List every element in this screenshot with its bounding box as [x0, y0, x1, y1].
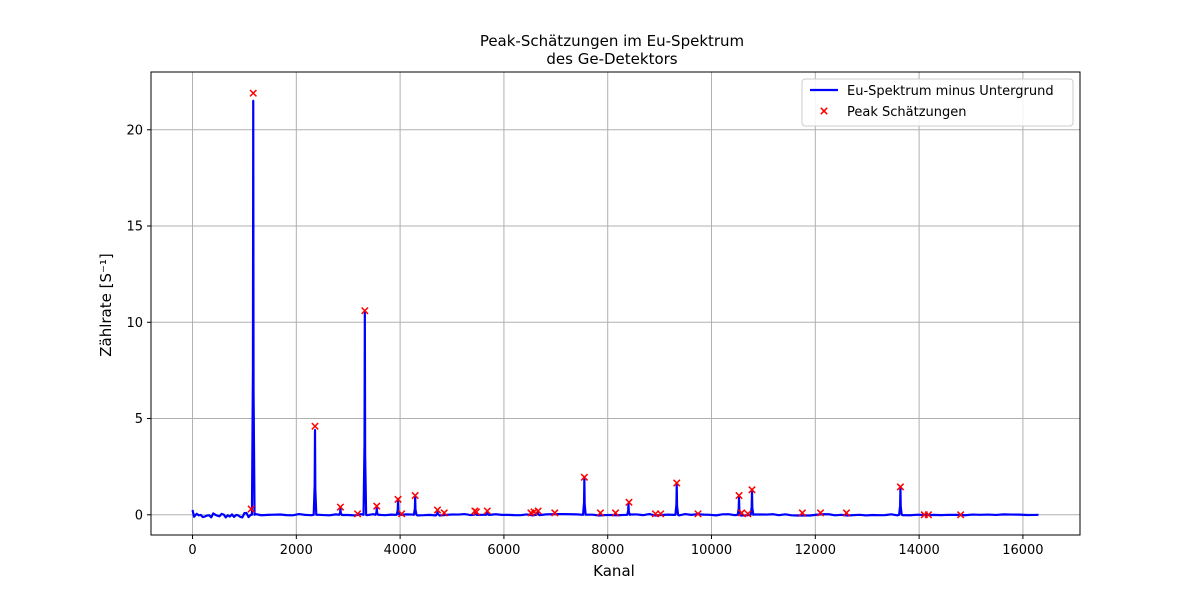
x-tick-label: 2000: [280, 543, 313, 558]
peak-marker: [694, 510, 702, 518]
peak-marker: [744, 510, 752, 518]
x-axis-label: Kanal: [593, 562, 635, 580]
peak-marker: [247, 505, 255, 513]
plot-area: [191, 89, 1039, 519]
peak-marker: [673, 479, 681, 487]
peak-marker: [656, 510, 665, 518]
legend-label-peaks: Peak Schätzungen: [847, 105, 967, 120]
peak-marker: [534, 507, 542, 515]
peak-marker: [580, 473, 589, 481]
peak-marker: [735, 491, 743, 500]
peak-marker: [924, 511, 933, 519]
x-tick-label: 8000: [591, 543, 624, 558]
x-tick-label: 12000: [795, 543, 836, 558]
x-tick-label: 16000: [1002, 543, 1043, 558]
y-tick-label: 10: [126, 316, 143, 331]
chart-title: Peak-Schätzungen im Eu-Spektrum: [480, 32, 744, 50]
x-tick-label: 14000: [898, 543, 939, 558]
peak-marker: [737, 509, 746, 517]
y-axis: 0 5 10 15 20: [126, 123, 151, 523]
y-tick-label: 20: [126, 123, 143, 138]
legend-x-marker: [820, 107, 828, 115]
peak-marker: [816, 509, 825, 517]
peak-marker: [433, 506, 442, 514]
peak-markers: [247, 89, 965, 519]
peak-marker: [353, 510, 362, 518]
peak-marker: [483, 507, 492, 515]
peak-marker: [411, 491, 419, 500]
peak-marker: [798, 509, 807, 517]
peak-marker: [625, 498, 633, 507]
peak-marker: [551, 509, 559, 517]
y-axis-label: Zählrate [S⁻¹]: [97, 253, 115, 357]
peak-marker: [373, 502, 381, 510]
peak-marker: [397, 510, 406, 518]
y-tick-label: 0: [135, 508, 143, 523]
x-axis: 0 2000 4000 6000 8000 10000 12000 14000 16000: [188, 535, 1044, 558]
peak-marker: [249, 89, 257, 97]
x-tick-label: 0: [188, 543, 196, 558]
legend-box: [801, 78, 1074, 127]
peak-marker: [896, 483, 905, 491]
y-tick-label: 5: [135, 412, 143, 427]
series-line-spectrum: [191, 99, 1039, 519]
peak-marker: [956, 511, 965, 519]
peak-marker: [311, 422, 319, 430]
peak-marker: [361, 306, 369, 315]
peak-marker: [336, 503, 345, 511]
x-tick-label: 10000: [691, 543, 732, 558]
grid: [151, 72, 1080, 535]
peak-marker: [611, 509, 620, 517]
peak-marker: [748, 486, 756, 494]
x-tick-label: 4000: [384, 543, 417, 558]
legend: Eu-Spektrum minus Untergrund Peak Schätz…: [801, 78, 1074, 127]
x-tick-label: 6000: [487, 543, 520, 558]
peak-marker: [440, 509, 448, 517]
chart-subtitle: des Ge-Detektors: [546, 50, 677, 68]
legend-label-spectrum: Eu-Spektrum minus Untergrund: [847, 84, 1054, 99]
peak-marker: [472, 508, 481, 516]
peak-marker: [842, 509, 851, 517]
plot-frame: [150, 71, 1081, 536]
peak-marker: [596, 509, 605, 517]
y-tick-label: 15: [126, 220, 143, 235]
legend-marker-swatch: [820, 107, 828, 115]
peak-marker: [394, 495, 402, 504]
